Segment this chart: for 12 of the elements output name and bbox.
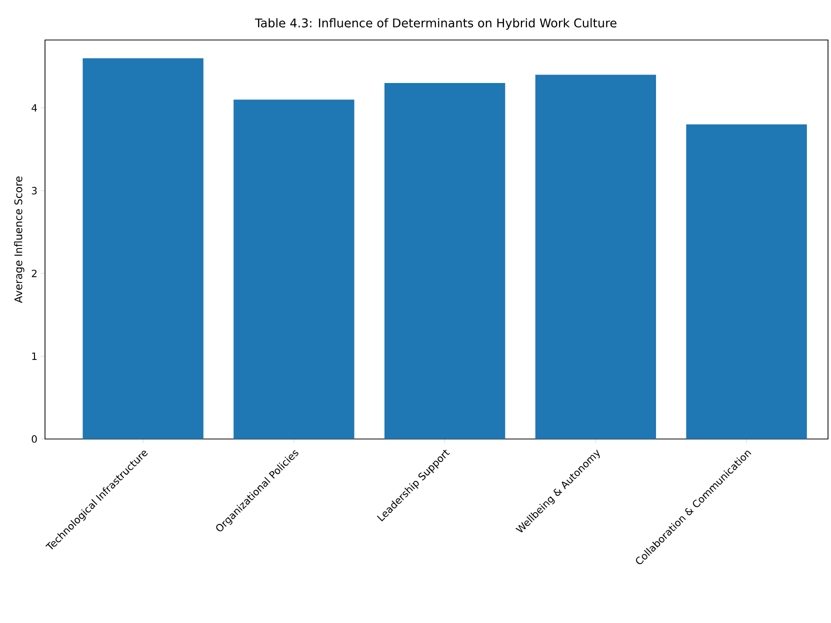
chart-title: Table 4.3: Influence of Determinants on Hybrid Work Culture bbox=[254, 18, 616, 30]
y-tick-label: 3 bbox=[32, 186, 37, 194]
y-axis-title: Average Influence Score bbox=[14, 176, 24, 303]
y-tick-label: 0 bbox=[32, 435, 37, 443]
bar bbox=[82, 58, 204, 439]
y-tick-label: 2 bbox=[32, 270, 36, 278]
y-tick-label: 4 bbox=[32, 104, 37, 112]
y-tick-label: 1 bbox=[32, 352, 37, 360]
bar bbox=[384, 83, 506, 439]
bar bbox=[234, 100, 354, 439]
bar bbox=[686, 124, 807, 439]
bar bbox=[535, 74, 656, 439]
